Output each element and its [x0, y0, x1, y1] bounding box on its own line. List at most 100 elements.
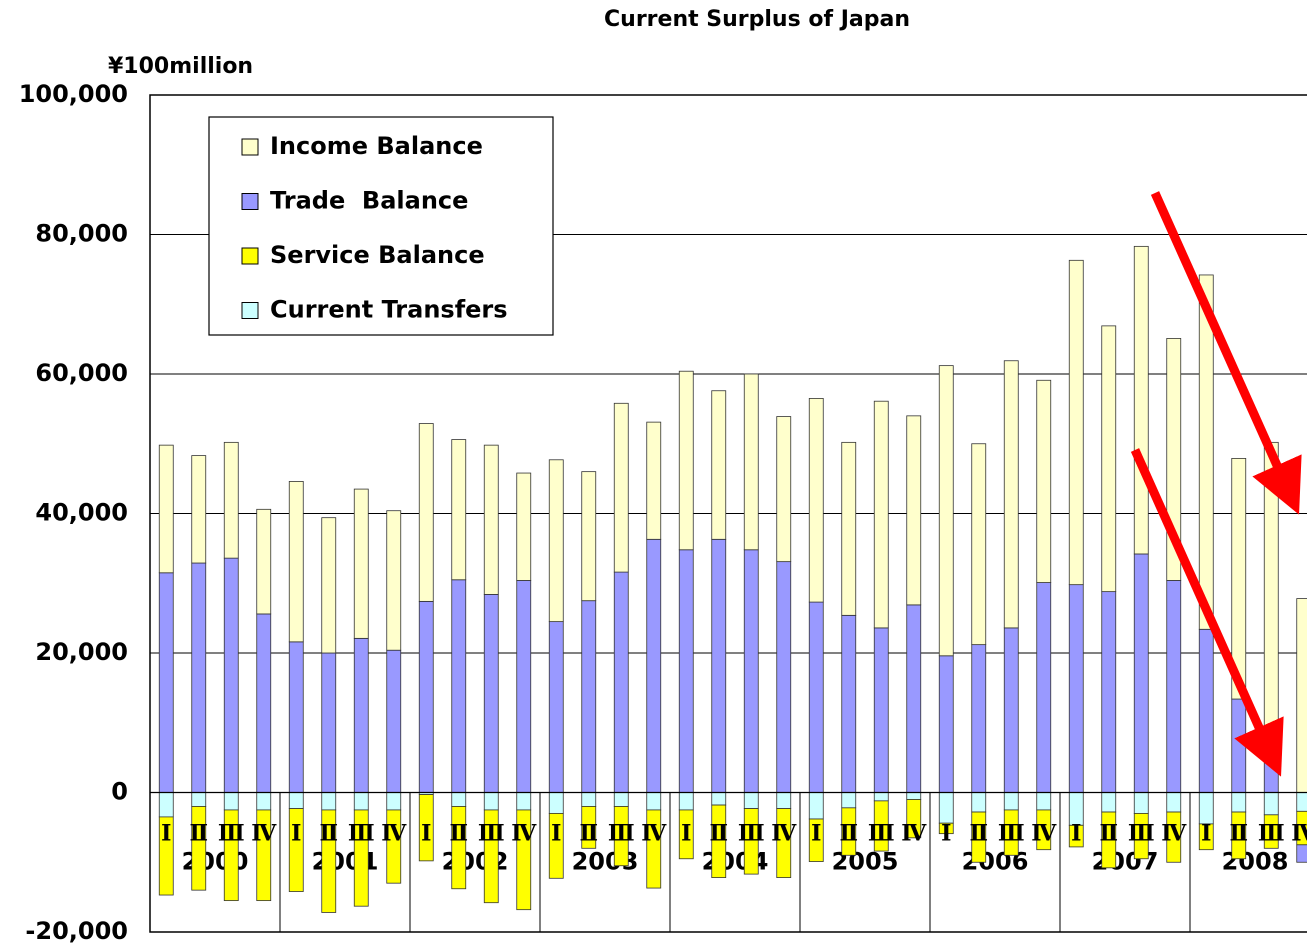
bar-segment [776, 561, 792, 793]
bar-segment [711, 804, 727, 878]
bar-segment [1296, 598, 1307, 793]
x-tick-label: Ⅳ [901, 820, 927, 846]
x-tick-label: Ⅱ [319, 820, 338, 846]
bar-segment [581, 600, 597, 793]
x-tick-label: Ⅳ [251, 820, 277, 846]
bar-segment [743, 373, 759, 551]
bar-segment [1231, 698, 1247, 793]
bar-segment [386, 809, 402, 884]
bar-segment [1101, 325, 1117, 593]
bar-segment [938, 792, 954, 824]
bar-segment [841, 807, 857, 856]
bar-segment [1068, 824, 1084, 848]
legend-swatch [241, 302, 259, 319]
bar-segment [418, 423, 434, 602]
legend-label: Income Balance [270, 132, 483, 160]
bar-segment [646, 538, 662, 793]
bar-segment [158, 444, 174, 574]
y-tick-label: 60,000 [35, 359, 128, 387]
x-tick-label: Ⅲ [348, 820, 375, 846]
x-tick-label: Ⅲ [738, 820, 765, 846]
legend-label: Trade Balance [270, 187, 468, 215]
bar-segment [1133, 553, 1149, 793]
bar-segment [1101, 591, 1117, 793]
bar-segment [1101, 811, 1117, 869]
y-tick-label: 40,000 [35, 499, 128, 527]
x-tick-label: Ⅰ [421, 820, 431, 846]
bar-segment [223, 557, 239, 793]
bar-segment [808, 818, 824, 862]
bar-segment [1198, 823, 1214, 851]
bar-segment [613, 792, 629, 807]
bar-segment [1263, 792, 1279, 816]
bar-segment [711, 792, 727, 806]
bar-segment [353, 792, 369, 811]
bar-segment [1198, 274, 1214, 630]
bar-segment [841, 441, 857, 616]
bar-segment [1036, 809, 1052, 851]
x-tick-label: Ⅲ [608, 820, 635, 846]
bar-segment [548, 459, 564, 623]
x-tick-label: Ⅳ [1291, 820, 1307, 846]
bar-segment [938, 365, 954, 657]
bar-segment [613, 806, 629, 867]
bar-segment [1003, 792, 1019, 811]
bar-segment [1198, 792, 1214, 825]
bar-segment [516, 809, 532, 911]
bar-segment [223, 441, 239, 559]
bar-segment [873, 400, 889, 629]
x-tick-label: Ⅱ [709, 820, 728, 846]
x-tick-label: Ⅱ [189, 820, 208, 846]
bar-segment [938, 822, 954, 835]
x-tick-label: Ⅰ [551, 820, 561, 846]
bar-segment [581, 471, 597, 602]
bar-segment [971, 792, 987, 813]
bar-segment [548, 813, 564, 879]
bar-segment [646, 809, 662, 889]
x-tick-label: Ⅰ [811, 820, 821, 846]
arrow [1150, 191, 1302, 515]
bar-segment [1133, 792, 1149, 814]
bar-segment [743, 792, 759, 809]
bar-segment [971, 644, 987, 793]
bar-segment [483, 792, 499, 811]
bar-segment [386, 649, 402, 793]
bar-segment [776, 416, 792, 563]
bar-segment [451, 439, 467, 581]
bar-segment [321, 652, 337, 793]
bar-segment [1263, 757, 1279, 793]
bar-segment [1003, 360, 1019, 629]
bar-segment [516, 792, 532, 811]
bar-segment [1133, 813, 1149, 860]
bar-segment [1166, 811, 1182, 863]
bar-segment [1068, 584, 1084, 793]
bar-segment [613, 402, 629, 573]
x-tick-label: Ⅲ [998, 820, 1025, 846]
bar-segment [1036, 379, 1052, 583]
bar-segment [678, 792, 694, 811]
bar-segment [158, 572, 174, 793]
legend-swatch [241, 138, 259, 156]
bar-segment [873, 627, 889, 793]
bar-segment [971, 811, 987, 863]
bar-segment [1263, 441, 1279, 759]
bar-segment [1166, 792, 1182, 813]
bar-segment [321, 517, 337, 654]
y-tick-label: 100,000 [19, 80, 128, 108]
x-tick-label: Ⅲ [218, 820, 245, 846]
x-tick-label: Ⅱ [839, 820, 858, 846]
x-tick-label: Ⅲ [478, 820, 505, 846]
bar-segment [516, 580, 532, 793]
bar-segment [288, 792, 304, 809]
bar-segment [288, 808, 304, 892]
bar-segment [191, 562, 207, 793]
bar-segment [158, 792, 174, 818]
bar-segment [321, 809, 337, 913]
bar-segment [743, 808, 759, 875]
bar-segment [353, 809, 369, 907]
bar-segment [158, 816, 174, 896]
bar-segment [873, 792, 889, 802]
bar-segment [678, 549, 694, 793]
